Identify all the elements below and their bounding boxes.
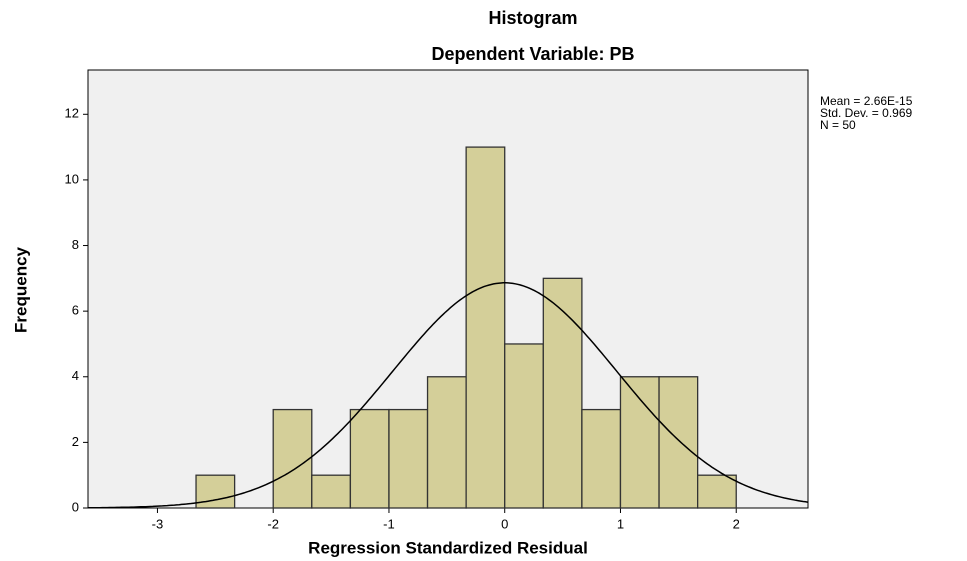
y-tick-label: 0 xyxy=(72,499,79,514)
bar xyxy=(272,408,313,509)
stats-label: N = 50 xyxy=(820,118,856,132)
x-tick-label: 2 xyxy=(733,516,740,531)
x-tick-label: 1 xyxy=(617,516,624,531)
x-axis-label: Regression Standardized Residual xyxy=(308,538,588,557)
x-tick-label: -1 xyxy=(383,516,395,531)
chart-title: Histogram xyxy=(488,8,577,28)
y-tick-label: 4 xyxy=(72,368,79,383)
y-tick-label: 12 xyxy=(65,106,79,121)
bar xyxy=(542,277,583,509)
bar xyxy=(388,408,429,509)
x-tick-label: 0 xyxy=(501,516,508,531)
chart-subtitle: Dependent Variable: PB xyxy=(431,44,634,64)
bar xyxy=(697,474,737,509)
bar xyxy=(504,343,544,509)
bar xyxy=(465,146,506,509)
y-tick-label: 2 xyxy=(72,434,79,449)
bar xyxy=(349,408,390,509)
bar xyxy=(658,376,699,509)
y-axis-label: Frequency xyxy=(11,246,30,333)
bar xyxy=(426,376,467,509)
x-tick-label: -2 xyxy=(267,516,279,531)
bar xyxy=(195,474,236,509)
y-tick-label: 8 xyxy=(72,237,79,252)
normal-curve xyxy=(88,282,809,509)
stats-label: Mean = 2.66E-15 xyxy=(820,94,913,108)
bar xyxy=(311,474,352,509)
x-tick-label: -3 xyxy=(152,516,164,531)
bar xyxy=(619,376,660,509)
stats-label: Std. Dev. = 0.969 xyxy=(820,106,912,120)
y-tick-label: 6 xyxy=(72,303,79,318)
bar xyxy=(581,408,622,509)
y-tick-label: 10 xyxy=(65,171,79,186)
